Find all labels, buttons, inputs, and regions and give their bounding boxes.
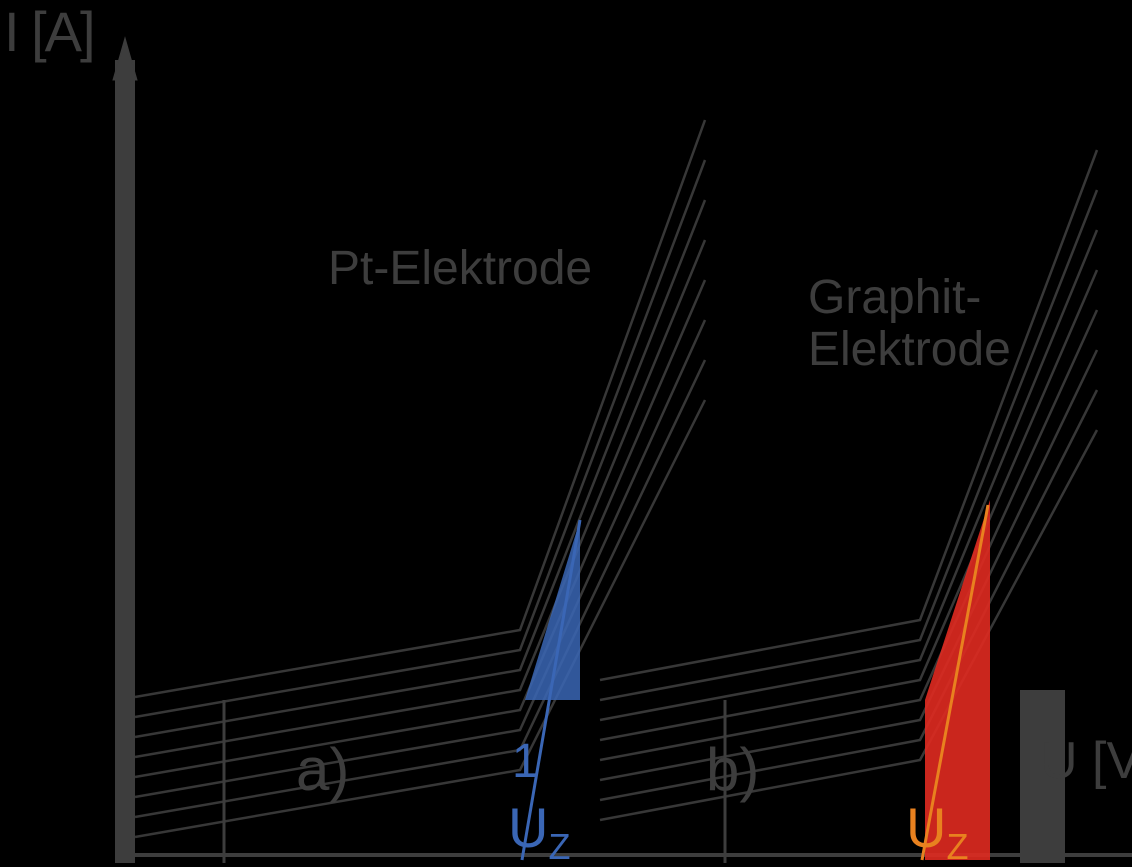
panel-a-title: Pt-Elektrode (328, 242, 593, 295)
graphite-curve-echoes (599, 149, 1099, 822)
panel-a-uz-label: UZ (508, 800, 570, 865)
graphite-curve-accent (920, 500, 990, 861)
panel-b-marker: b) (706, 736, 760, 803)
panel-b-uz-label: UZ (906, 800, 968, 865)
y-axis (112, 36, 138, 863)
uz-main: U (508, 796, 549, 859)
uz-main: U (906, 796, 947, 859)
uz-sub: Z (946, 826, 969, 867)
uz-sub: Z (548, 826, 571, 867)
right-hatching (1020, 690, 1065, 863)
pt-curve-echoes (134, 119, 707, 839)
panel-a-marker: a) (296, 736, 350, 803)
panel-b-title: Graphit-Elektrode (808, 271, 1011, 376)
panel-a-uz-index: 1 (512, 735, 539, 788)
x-axis-label: U [V] (1040, 732, 1132, 790)
pt-curve-accent (520, 519, 582, 861)
y-axis-label: I [A] (4, 0, 96, 63)
